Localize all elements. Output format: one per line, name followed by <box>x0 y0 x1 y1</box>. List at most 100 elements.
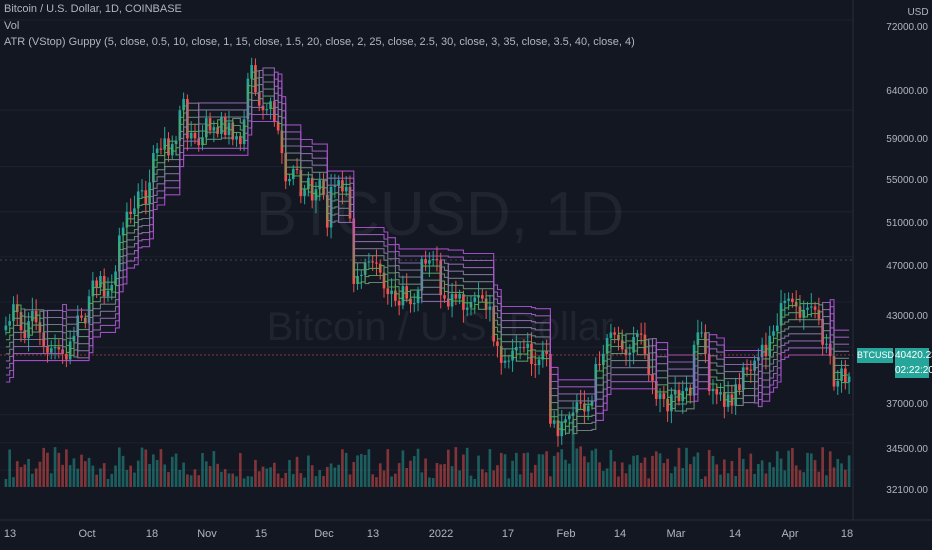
candle-body <box>265 109 269 111</box>
volume-bar <box>65 449 68 487</box>
volume-bar <box>193 469 197 487</box>
volume-bar <box>382 470 386 487</box>
candle-body <box>662 393 666 399</box>
candle-body <box>303 189 306 196</box>
candle-body <box>541 351 545 360</box>
volume-bar <box>696 452 700 487</box>
time-tick-label: Feb <box>557 528 576 540</box>
candle-body <box>749 369 753 371</box>
volume-bar <box>318 470 322 487</box>
volume-bar <box>363 454 367 487</box>
candle-body <box>159 148 163 150</box>
candle-body <box>496 341 499 346</box>
volume-bar <box>481 469 484 487</box>
vstop-line-3.5 <box>5 71 850 414</box>
time-tick-label: 18 <box>146 528 158 540</box>
price-tick-label: 32100.00 <box>886 485 928 496</box>
volume-bar <box>715 464 719 487</box>
time-tick-label: 13 <box>367 528 379 540</box>
candle-body <box>772 331 775 336</box>
volume-bar <box>76 468 80 487</box>
candle-body <box>46 345 49 353</box>
candle-body <box>567 415 571 420</box>
candle-body <box>99 276 102 288</box>
candle-body <box>666 398 669 412</box>
volume-bar <box>284 472 288 487</box>
volume-bar <box>549 476 552 487</box>
candle-body <box>571 412 575 416</box>
candle-body <box>454 294 458 299</box>
candle-body <box>31 310 34 322</box>
volume-bar <box>197 475 201 487</box>
volume-bar <box>511 460 514 487</box>
candle-body <box>4 325 8 331</box>
volume-bar <box>840 463 843 487</box>
candle-body <box>465 307 469 310</box>
volume-bar <box>518 474 522 487</box>
volume-bar <box>821 447 824 487</box>
volume-bar <box>602 470 605 487</box>
candle-body <box>609 332 613 339</box>
volume-bar <box>564 459 567 487</box>
candle-body <box>106 290 110 297</box>
volume-bar <box>598 462 601 487</box>
symbol-legend[interactable]: Bitcoin / U.S. Dollar, 1D, COINBASE <box>4 3 182 15</box>
volume-bar <box>760 460 764 487</box>
candle-body <box>397 300 401 306</box>
candle-body <box>197 138 201 146</box>
indicator-legend[interactable]: ATR (VStop) Guppy (5, close, 0.5, 10, cl… <box>4 36 635 48</box>
volume-bar <box>310 465 314 487</box>
candle-body <box>367 261 371 263</box>
volume-bar <box>647 478 651 487</box>
candle-body <box>836 380 840 387</box>
volume-bar <box>522 453 526 487</box>
candle-body <box>390 290 393 295</box>
candle-body <box>409 298 412 305</box>
volume-bar <box>488 449 492 487</box>
volume-bar <box>450 466 454 487</box>
volume-bar <box>802 472 806 487</box>
volume-bar <box>458 470 461 487</box>
candle-body <box>446 298 450 307</box>
volume-bar <box>412 456 416 487</box>
volume-bar <box>23 464 27 487</box>
volume-bar <box>749 453 753 487</box>
volume-bar <box>779 458 783 487</box>
volume-bar <box>454 447 458 487</box>
volume-bar <box>49 473 53 487</box>
volume-bar <box>730 460 734 487</box>
volume-bar <box>677 447 681 487</box>
volume-bar <box>685 447 688 487</box>
volume-bar <box>439 464 443 487</box>
volume-bar <box>53 447 57 487</box>
volume-bar <box>34 468 38 487</box>
volume-bar <box>541 454 545 487</box>
volume-bar <box>560 449 564 487</box>
volume-bar <box>681 467 685 487</box>
volume-bar <box>91 465 95 487</box>
volume-bar <box>133 472 136 487</box>
volume-bar <box>828 451 832 487</box>
volume-bar <box>220 471 223 487</box>
candle-body <box>507 360 511 362</box>
volume-bar <box>794 465 798 487</box>
volume-bar <box>692 456 696 487</box>
candle-body <box>711 388 715 392</box>
volume-bar <box>670 473 673 487</box>
volume-bar <box>605 468 609 487</box>
volume-bar <box>299 473 303 487</box>
candle-body <box>95 280 98 288</box>
watermark-name: Bitcoin / U.S. Dollar <box>267 305 614 349</box>
volume-bar <box>42 447 46 487</box>
volume-bar <box>492 470 495 487</box>
price-tick-label: 47000.00 <box>886 261 928 272</box>
volume-bar <box>567 463 571 487</box>
volume-bar <box>515 452 518 487</box>
volume-bar <box>745 469 749 487</box>
volume-bar <box>360 454 363 487</box>
volume-bar <box>526 452 530 487</box>
candle-body <box>579 402 582 404</box>
volume-bar <box>465 447 469 487</box>
volume-legend[interactable]: Vol <box>4 20 20 32</box>
